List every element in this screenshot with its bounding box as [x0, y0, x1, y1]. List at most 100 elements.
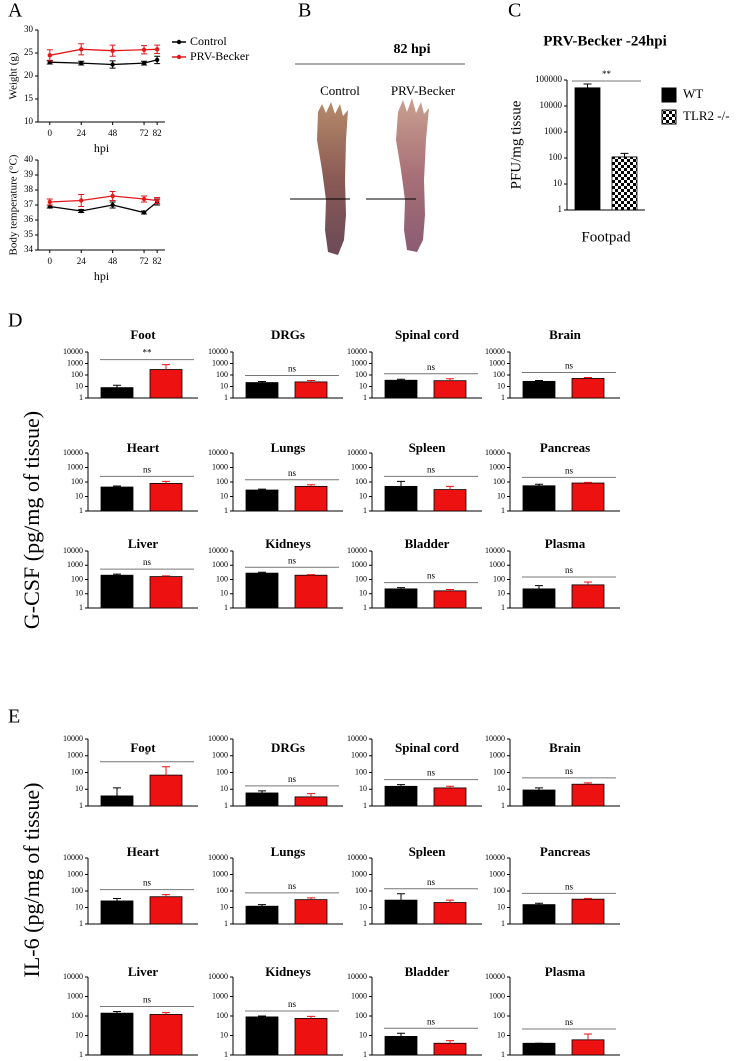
bar	[433, 787, 467, 807]
bar	[245, 489, 279, 512]
y-tick-label: 10	[220, 1030, 228, 1039]
bar	[522, 789, 556, 807]
bar	[611, 156, 638, 211]
y-axis-label: Weight (g)	[8, 52, 20, 99]
y-tick-label: 1	[363, 393, 367, 402]
significance-label: **	[602, 69, 612, 79]
x-tick-label: Footpad	[581, 229, 631, 245]
y-tick-label: 1000	[67, 462, 83, 471]
y-tick-label: 10000	[485, 546, 505, 555]
y-tick-label: 10	[75, 381, 83, 390]
y-tick-label: 10	[497, 784, 505, 793]
y-tick-label: 10000	[63, 972, 83, 981]
legend-label: WT	[683, 86, 703, 101]
point	[154, 198, 160, 203]
y-tick-label: 100	[355, 477, 367, 486]
error-bar	[307, 897, 315, 900]
point	[110, 193, 115, 199]
chart-title: Pancreas	[540, 844, 590, 859]
y-tick-label: 10000	[485, 972, 505, 981]
y-tick-label: 1000	[67, 751, 83, 760]
bar	[571, 1039, 605, 1056]
error-bar	[162, 1012, 170, 1015]
y-tick-label: 100	[216, 767, 228, 776]
y-tick-label: 38	[24, 184, 34, 194]
y-tick-label: 10	[220, 491, 228, 500]
y-tick-label: 10	[497, 491, 505, 500]
error-bar	[258, 571, 266, 574]
significance-label: ns	[288, 774, 297, 784]
significance-label: ns	[288, 881, 297, 891]
bar	[149, 1014, 183, 1056]
y-tick-label: 100	[216, 477, 228, 486]
chart-title: Brain	[549, 327, 582, 342]
y-tick-label: 10	[553, 178, 563, 188]
point	[110, 62, 115, 67]
y-tick-label: 100	[493, 1011, 505, 1020]
significance-label: ns	[288, 468, 297, 478]
y-tick-label: 1000	[544, 126, 563, 136]
bar	[571, 584, 605, 609]
error-bar	[258, 488, 266, 491]
y-tick-label: 1000	[212, 869, 228, 878]
significance-label: *	[145, 750, 150, 760]
y-tick-label: 25	[24, 47, 34, 57]
y-tick-label: 10000	[485, 853, 505, 862]
chart-title: Foot	[130, 740, 156, 755]
error-bar	[162, 894, 170, 897]
paw-photo	[396, 98, 429, 252]
bar	[571, 898, 605, 925]
panel-label: B	[298, 0, 311, 22]
y-tick-label: 1	[224, 393, 228, 402]
y-tick-label: 30	[24, 24, 34, 34]
legend-swatch	[176, 39, 182, 45]
x-tick-label: 48	[108, 256, 118, 266]
point	[79, 60, 84, 66]
y-tick-label: 1	[363, 919, 367, 928]
point	[110, 48, 115, 53]
error-bar	[113, 898, 121, 901]
y-tick-label: 1	[363, 801, 367, 810]
y-tick-label: 100	[216, 370, 228, 379]
y-tick-label: 10000	[540, 100, 563, 110]
y-tick-label: 1	[224, 801, 228, 810]
bar	[571, 378, 605, 399]
error-bar	[258, 381, 266, 383]
y-tick-label: 10	[220, 589, 228, 598]
bar	[245, 1016, 279, 1056]
error-bar	[535, 787, 543, 791]
bar	[571, 482, 605, 512]
y-tick-label: 1000	[489, 462, 505, 471]
point	[79, 208, 84, 214]
significance-label: ns	[565, 881, 574, 891]
y-tick-label: 10000	[63, 853, 83, 862]
bar	[294, 485, 328, 512]
chart-title: Heart	[127, 844, 160, 859]
y-tick-label: 1	[224, 919, 228, 928]
chart-title: Brain	[549, 740, 582, 755]
y-tick-label: 1	[79, 603, 83, 612]
y-tick-label: 15	[24, 93, 34, 103]
significance-label: **	[143, 348, 153, 358]
series-line	[49, 195, 158, 203]
significance-label: ns	[143, 878, 152, 888]
chart-title: Foot	[130, 327, 156, 342]
group-y-label: G-CSF (pg/mg of tissue)	[19, 411, 44, 629]
bar	[384, 899, 418, 925]
bar	[522, 380, 556, 399]
y-tick-label: 10	[497, 902, 505, 911]
y-tick-label: 10000	[63, 546, 83, 555]
y-tick-label: 100	[71, 477, 83, 486]
error-bar	[307, 484, 315, 487]
chart-title: PRV-Becker -24hpi	[543, 33, 667, 49]
bar	[433, 902, 467, 925]
point	[79, 198, 84, 203]
y-tick-label: 1	[501, 393, 505, 402]
y-tick-label: 10	[359, 589, 367, 598]
error-bar	[446, 899, 454, 903]
photo-label: Control	[320, 83, 360, 98]
chart-title: Plasma	[545, 536, 586, 551]
bar	[100, 1012, 134, 1056]
y-tick-label: 1	[558, 204, 563, 214]
y-tick-label: 1	[79, 506, 83, 515]
